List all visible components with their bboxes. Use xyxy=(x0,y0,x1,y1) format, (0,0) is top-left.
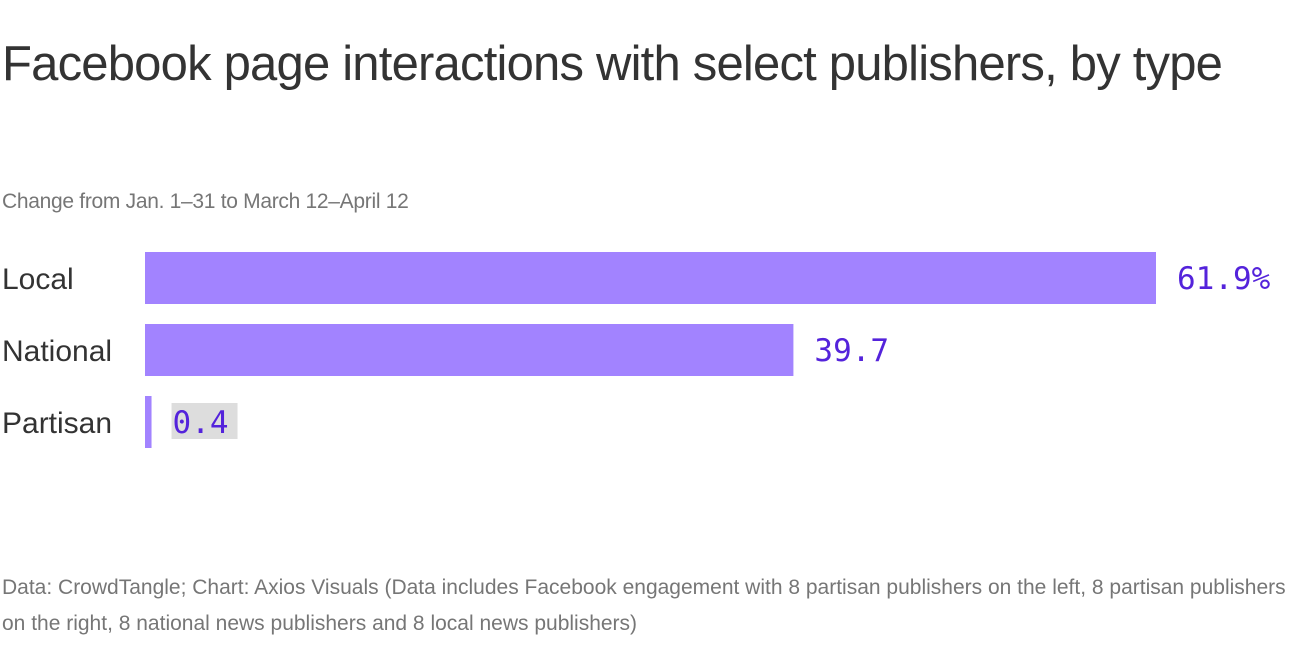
chart-title: Facebook page interactions with select p… xyxy=(2,37,1223,91)
category-label: National xyxy=(2,335,112,368)
bar-local xyxy=(145,252,1156,304)
chart-subtitle: Change from Jan. 1–31 to March 12–April … xyxy=(2,190,409,213)
value-label: 61.9% xyxy=(1177,261,1271,297)
bar-partisan xyxy=(145,396,152,448)
source-note: Data: CrowdTangle; Chart: Axios Visuals … xyxy=(2,576,1286,635)
value-label-highlight xyxy=(171,403,238,439)
value-label: 0.4 xyxy=(173,405,229,441)
bar-chart: Local 61.9% National 39.7 Partisan 0.4 xyxy=(2,252,1271,448)
category-label: Partisan xyxy=(2,407,112,440)
category-label: Local xyxy=(2,263,74,296)
value-label: 39.7 xyxy=(814,333,889,369)
bar-national xyxy=(145,324,794,376)
